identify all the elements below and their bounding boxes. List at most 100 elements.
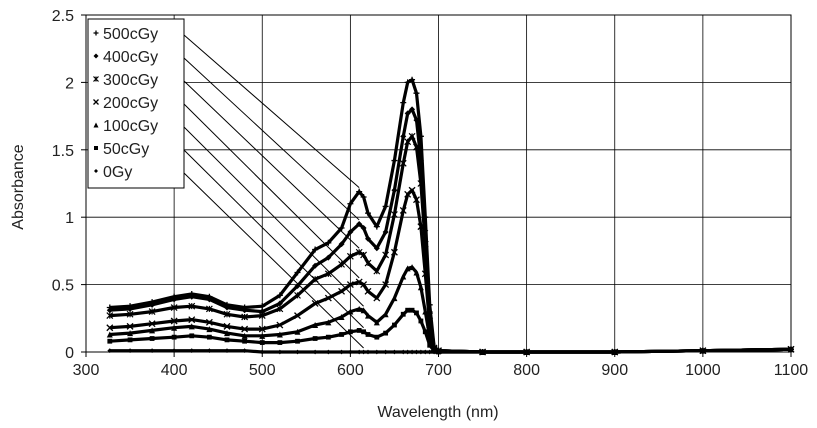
data-point bbox=[312, 322, 319, 329]
data-point bbox=[355, 248, 363, 256]
series-0Gy bbox=[107, 346, 794, 355]
data-point bbox=[312, 349, 318, 355]
data-point bbox=[294, 328, 301, 335]
data-point bbox=[189, 333, 195, 339]
data-point bbox=[356, 328, 362, 333]
series-layer bbox=[106, 76, 795, 356]
data-point bbox=[382, 281, 390, 289]
data-point bbox=[338, 224, 345, 231]
data-point bbox=[259, 340, 265, 345]
y-tick-label: 1.5 bbox=[52, 143, 74, 160]
data-point bbox=[148, 308, 156, 315]
data-point bbox=[365, 210, 371, 217]
data-point bbox=[400, 349, 406, 355]
data-point bbox=[400, 311, 406, 317]
data-point bbox=[206, 348, 212, 354]
y-tick-label: 2 bbox=[65, 75, 74, 92]
data-point bbox=[347, 308, 354, 315]
data-point bbox=[413, 143, 420, 151]
data-point bbox=[259, 332, 266, 339]
data-point bbox=[206, 334, 212, 340]
data-point bbox=[382, 311, 389, 318]
legend-marker bbox=[94, 146, 98, 150]
data-point bbox=[312, 246, 319, 253]
legend-label: 50cGy bbox=[103, 141, 149, 158]
data-point bbox=[373, 245, 380, 252]
data-point bbox=[427, 349, 433, 355]
x-tick-label: 300 bbox=[73, 362, 100, 379]
data-point bbox=[360, 281, 368, 289]
data-point bbox=[294, 291, 301, 299]
data-point bbox=[107, 338, 113, 344]
data-point bbox=[700, 348, 706, 354]
x-axis-title: Wavelength (nm) bbox=[377, 404, 498, 421]
data-point bbox=[338, 313, 345, 320]
legend-marker bbox=[94, 169, 98, 173]
data-point bbox=[126, 310, 134, 318]
data-point bbox=[346, 252, 354, 260]
data-point bbox=[277, 340, 283, 345]
data-point bbox=[418, 318, 424, 324]
data-point bbox=[106, 307, 113, 314]
data-point bbox=[127, 348, 133, 354]
data-point bbox=[409, 349, 415, 355]
data-point bbox=[400, 273, 407, 280]
data-point bbox=[242, 338, 248, 344]
data-point bbox=[149, 327, 156, 334]
data-point bbox=[276, 321, 284, 329]
y-tick-label: 0 bbox=[65, 345, 74, 362]
data-point bbox=[365, 349, 371, 355]
data-point bbox=[361, 349, 366, 355]
legend-label: 400cGy bbox=[103, 49, 158, 66]
legend-label: 0Gy bbox=[103, 164, 132, 181]
y-tick-label: 2.5 bbox=[52, 8, 74, 25]
data-point bbox=[400, 99, 407, 106]
data-point bbox=[374, 349, 380, 355]
data-point bbox=[365, 332, 371, 337]
data-point bbox=[294, 282, 301, 289]
data-point bbox=[170, 304, 178, 311]
data-point bbox=[259, 303, 266, 310]
leader-line bbox=[183, 103, 360, 279]
data-point bbox=[127, 305, 134, 312]
legend-label: 200cGy bbox=[103, 95, 158, 112]
data-point bbox=[356, 305, 363, 312]
data-point bbox=[417, 180, 425, 187]
data-point bbox=[325, 334, 331, 340]
leader-line bbox=[183, 126, 364, 307]
data-point bbox=[324, 294, 332, 302]
data-point bbox=[404, 138, 412, 146]
x-tick-label: 800 bbox=[513, 362, 540, 379]
data-point bbox=[312, 336, 318, 341]
data-point bbox=[417, 284, 424, 291]
data-point bbox=[126, 322, 134, 330]
data-point bbox=[382, 251, 390, 259]
data-point bbox=[276, 292, 283, 299]
data-point bbox=[404, 110, 411, 117]
data-point bbox=[360, 251, 368, 259]
data-point bbox=[171, 296, 178, 303]
data-point bbox=[294, 269, 301, 276]
data-point bbox=[347, 329, 353, 335]
data-point bbox=[392, 349, 397, 355]
data-point bbox=[205, 305, 213, 313]
data-point bbox=[409, 307, 415, 313]
data-point bbox=[295, 349, 300, 355]
leader-line bbox=[183, 34, 360, 188]
data-point bbox=[405, 349, 411, 355]
data-point bbox=[383, 349, 389, 355]
legend-label: 500cGy bbox=[103, 26, 158, 43]
data-point bbox=[414, 310, 419, 316]
data-point bbox=[413, 90, 420, 97]
data-point bbox=[338, 241, 345, 248]
data-point bbox=[339, 332, 344, 337]
legend-marker bbox=[93, 76, 99, 82]
data-point bbox=[241, 307, 248, 314]
legend-marker bbox=[93, 30, 99, 36]
data-point bbox=[422, 308, 429, 315]
data-point bbox=[325, 319, 332, 326]
x-tick-label: 500 bbox=[249, 362, 276, 379]
data-point bbox=[417, 223, 425, 231]
data-point bbox=[171, 348, 177, 354]
data-point bbox=[361, 329, 366, 335]
